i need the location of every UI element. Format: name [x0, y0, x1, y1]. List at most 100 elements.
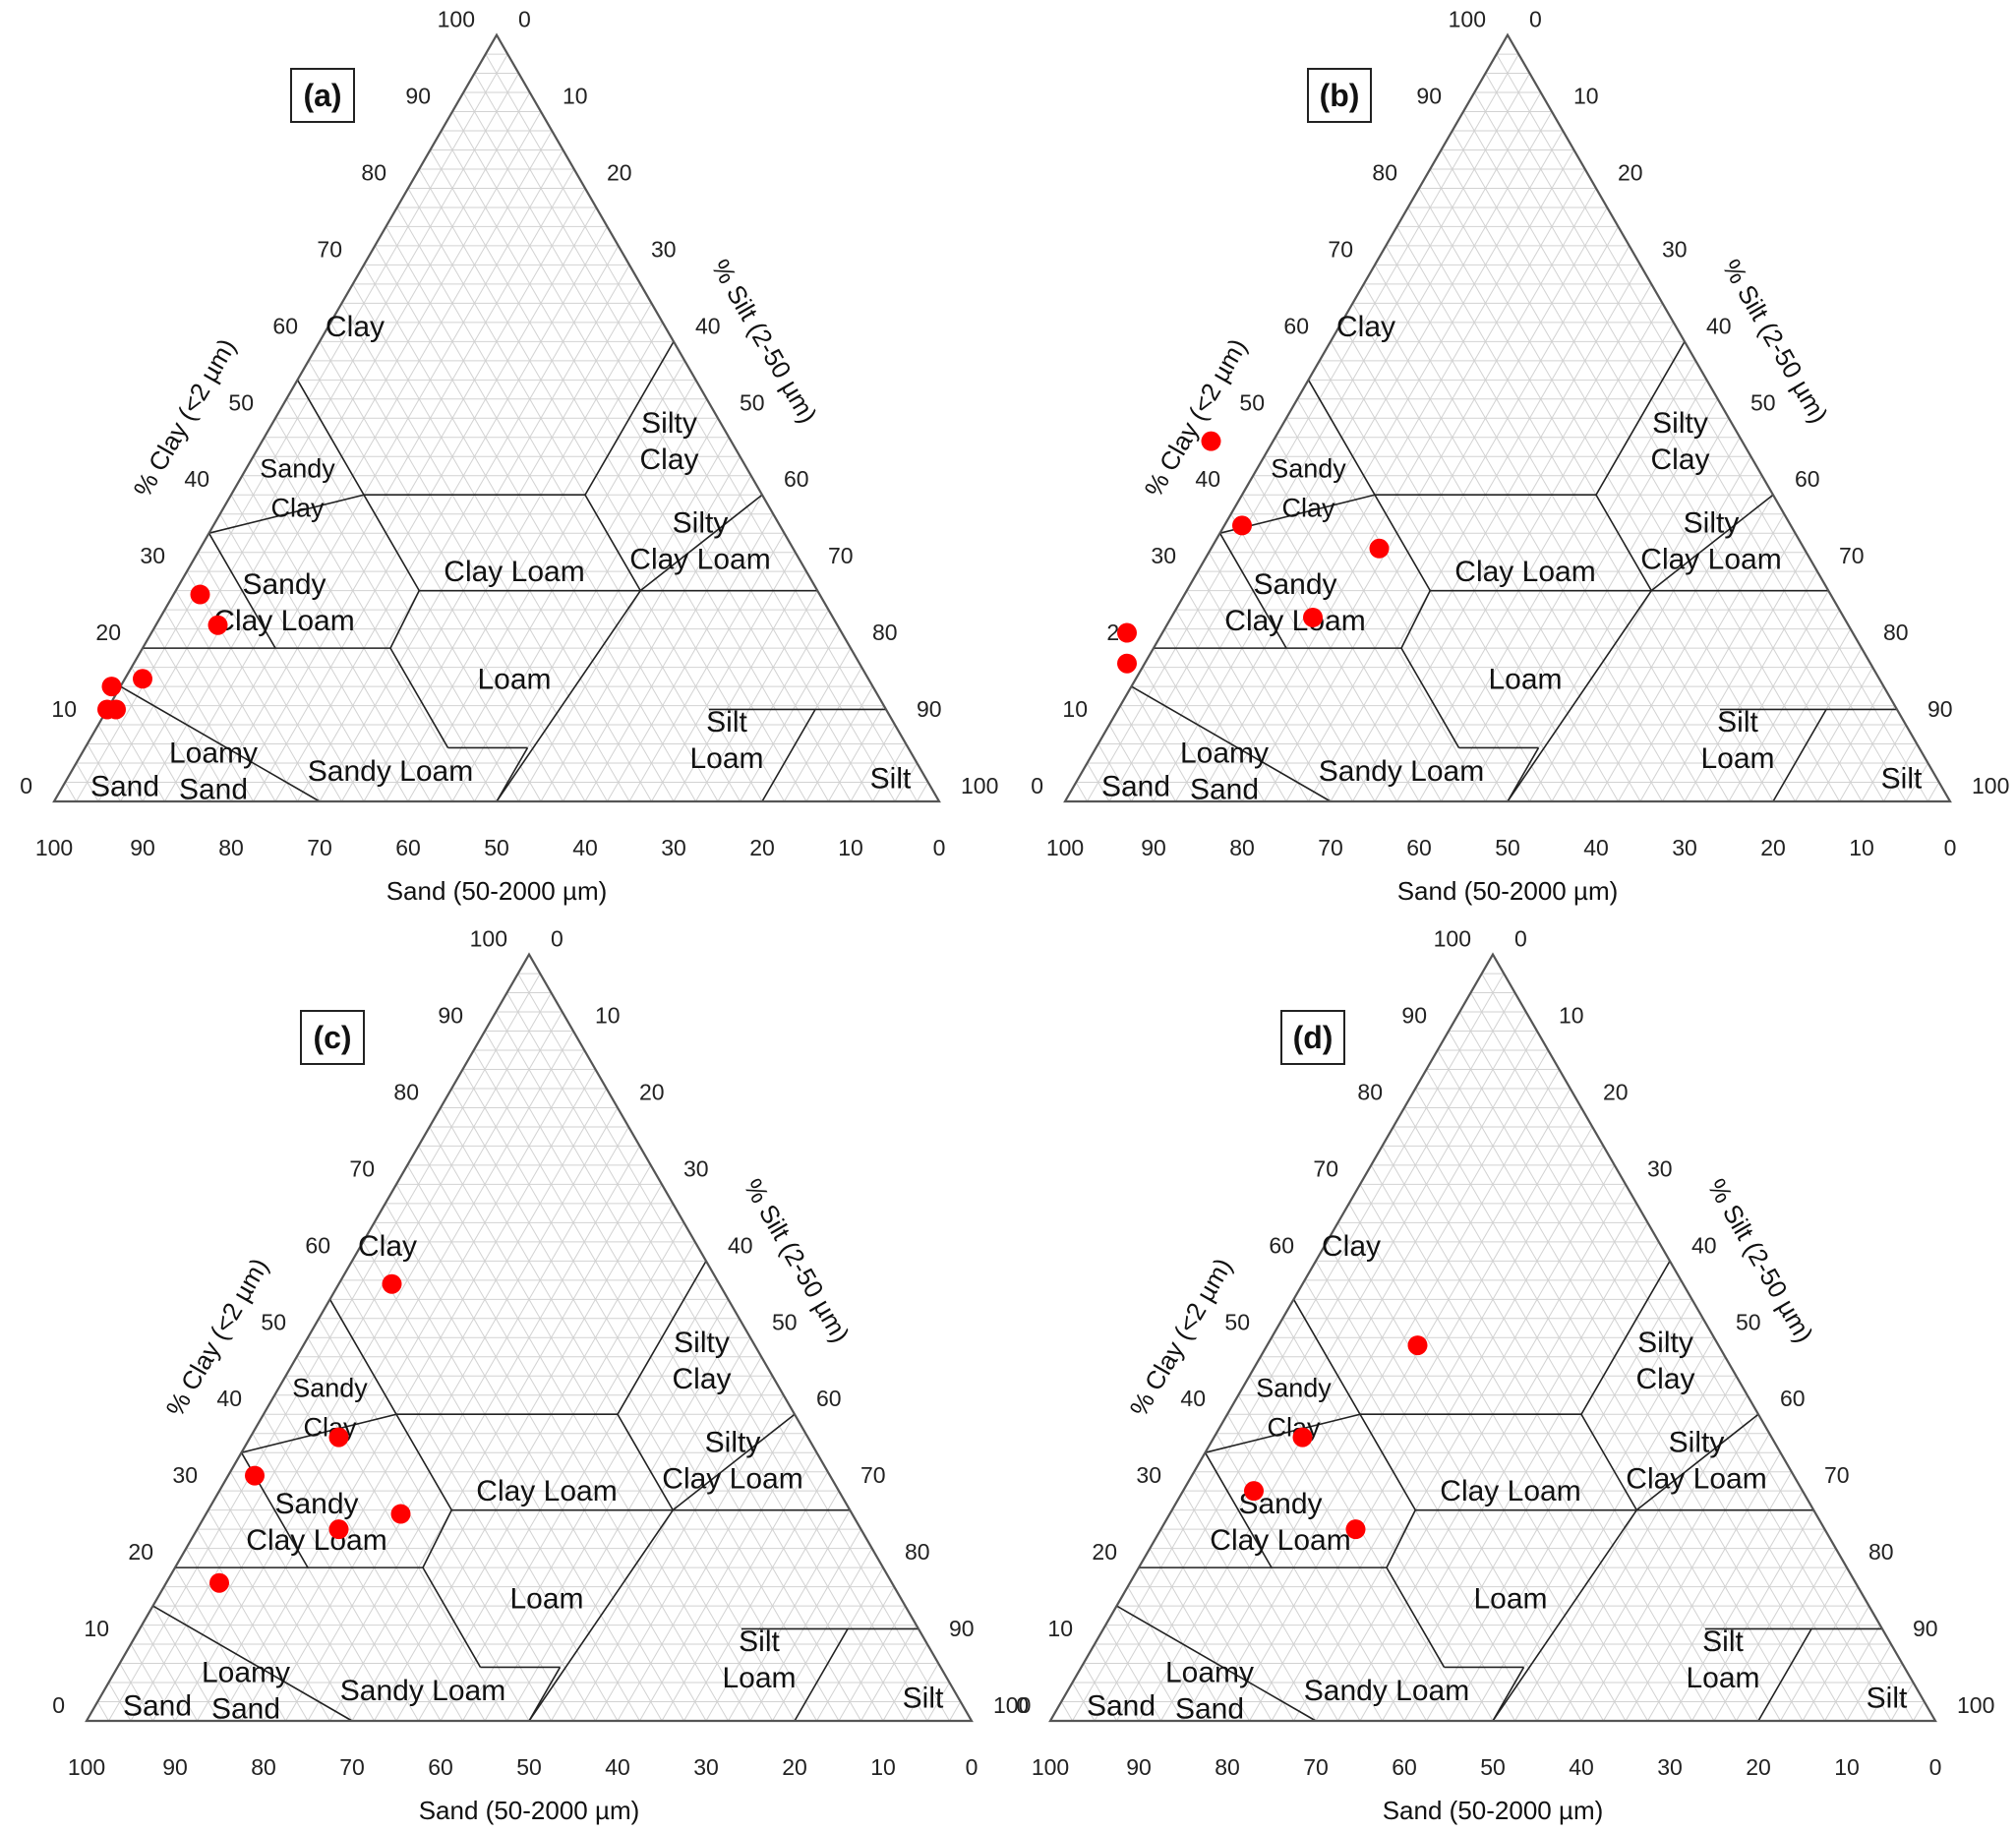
silt-tick-label: 100: [1972, 773, 2009, 798]
region-label-loamy-sand: Sand: [1175, 1692, 1244, 1725]
grid-line: [828, 705, 885, 802]
ternary-panel-c: 0 0 0 10 10 10 20 20 20 30 30 30 40 40 40 50 50 50 60 60 60 7…: [52, 926, 1031, 1825]
grid-line: [485, 53, 918, 802]
region-label-sandy-loam: Sandy Loam: [308, 755, 473, 788]
region-label-silty-clay: Silty: [641, 407, 697, 440]
grid-line: [894, 762, 918, 802]
grid-line: [495, 1011, 906, 1722]
silt-tick-label: 40: [728, 1232, 753, 1258]
grid-line: [607, 513, 774, 802]
silt-tick-label: 60: [1795, 466, 1820, 492]
silt-tick-label: 40: [1691, 1232, 1717, 1258]
silt-tick-label: 90: [1927, 696, 1953, 722]
silt-tick-label: 50: [740, 389, 765, 415]
silt-tick-label: 80: [905, 1539, 930, 1565]
clay-tick-label: 0: [1016, 1692, 1029, 1718]
grid-line: [838, 1605, 906, 1722]
grid-line: [374, 245, 696, 802]
silt-tick-label: 80: [872, 620, 898, 645]
silt-tick-label: 0: [1514, 926, 1527, 952]
grid-line: [1662, 552, 1808, 802]
sand-tick-label: 70: [1303, 1754, 1329, 1780]
clay-tick-label: 0: [20, 773, 32, 798]
grid-line: [1296, 398, 1530, 802]
grid-line: [1205, 1088, 1571, 1722]
silt-tick-label: 10: [563, 84, 588, 109]
grid-line: [1736, 1548, 1837, 1722]
clay-tick-label: 60: [1269, 1232, 1294, 1258]
grid-line: [1087, 53, 1519, 802]
region-label-loam: Loam: [1488, 663, 1562, 695]
grid-line: [418, 168, 785, 802]
region-label-loamy-sand: Sand: [179, 773, 248, 805]
class-boundary: [1386, 1509, 1416, 1568]
class-boundary: [1635, 1413, 1759, 1511]
grid-line: [518, 437, 730, 802]
silt-tick-label: 40: [1706, 313, 1732, 338]
sand-tick-label: 0: [1944, 835, 1957, 860]
clay-tick-label: 10: [1047, 1616, 1073, 1641]
sand-tick-label: 50: [484, 835, 509, 860]
region-label-loam: Loam: [1473, 1582, 1547, 1615]
grid-line: [1536, 1376, 1737, 1722]
region-label-silty-clay-loam: Clay Loam: [1640, 543, 1781, 575]
sample-point: [190, 584, 210, 605]
grid-line: [1087, 762, 1110, 802]
silt-tick-label: 50: [1750, 389, 1776, 415]
grid-line: [1802, 1605, 1869, 1722]
grid-line: [1861, 724, 1907, 802]
class-boundary: [1386, 1566, 1446, 1668]
grid-line: [96, 1701, 109, 1722]
clay-tick-label: 80: [361, 159, 386, 185]
class-boundary: [528, 1509, 674, 1722]
grid-line: [152, 628, 254, 802]
grid-line: [1647, 1471, 1793, 1722]
sample-point: [328, 1519, 349, 1540]
grid-line: [1230, 513, 1397, 802]
grid-line: [673, 570, 807, 802]
sample-point: [208, 615, 228, 635]
silt-tick-label: 100: [1957, 1692, 1994, 1718]
class-boundary: [1292, 1298, 1361, 1415]
grid-line: [1252, 475, 1442, 802]
class-boundary: [241, 1413, 397, 1453]
grid-line: [1072, 1682, 1096, 1722]
region-label-silt-loam: Loam: [722, 1662, 796, 1694]
sample-point: [209, 1572, 229, 1593]
grid-line: [1795, 667, 1873, 802]
class-boundary: [1116, 1605, 1317, 1722]
grid-line: [1883, 743, 1918, 802]
grid-line: [273, 1394, 463, 1722]
grid-line: [551, 1356, 762, 1722]
grid-line: [197, 1528, 309, 1722]
region-label-silty-clay: Clay: [1635, 1363, 1694, 1395]
grid-line: [1393, 1126, 1737, 1722]
region-label-clay-loam: Clay Loam: [476, 1475, 617, 1507]
clay-tick-label: 10: [51, 696, 77, 722]
silt-tick-label: 40: [695, 313, 721, 338]
grid-line: [1275, 437, 1486, 802]
grid-line: [241, 1088, 608, 1722]
grid-line: [1473, 91, 1884, 802]
grid-line: [1414, 1088, 1781, 1722]
grid-line: [949, 1701, 962, 1722]
silt-tick-label: 60: [816, 1386, 842, 1411]
grid-line: [1514, 1356, 1726, 1722]
grid-line: [197, 1049, 585, 1722]
grid-line: [395, 1222, 684, 1722]
class-boundary: [389, 590, 420, 649]
region-label-sand: Sand: [123, 1689, 192, 1722]
texture-class-boundaries: [86, 1260, 919, 1722]
grid-line: [728, 1509, 851, 1722]
region-label-sandy-clay: Sandy: [260, 453, 335, 483]
clay-tick-label: 10: [84, 1616, 109, 1641]
grid-line: [1193, 1471, 1338, 1722]
grid-line: [340, 1279, 596, 1722]
region-label-clay-loam: Clay Loam: [444, 556, 584, 588]
sample-point: [245, 1465, 265, 1486]
sand-tick-label: 40: [1583, 835, 1609, 860]
silt-tick-label: 0: [551, 926, 563, 952]
clay-tick-label: 70: [1328, 236, 1353, 262]
grid-line: [784, 667, 862, 802]
class-boundary: [1400, 647, 1460, 748]
